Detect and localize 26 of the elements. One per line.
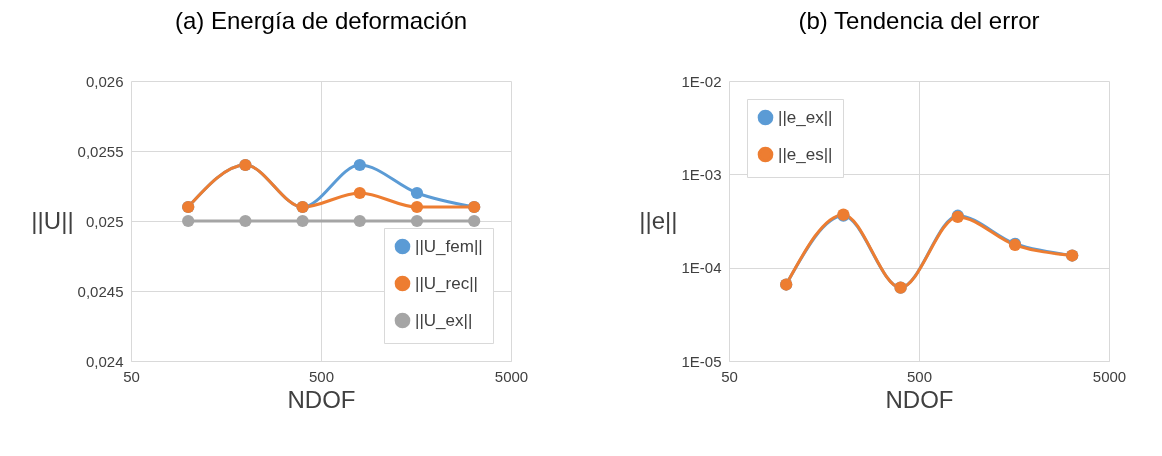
y-tick-label: 0,026 bbox=[85, 72, 124, 90]
x-tick-label: 5000 bbox=[494, 367, 529, 385]
y-tick-label: 0,025 bbox=[85, 212, 124, 230]
x-tick-label: 50 bbox=[721, 367, 738, 385]
chart-title: (a) Energía de deformación bbox=[174, 7, 468, 34]
x-tick-label: 500 bbox=[906, 367, 933, 385]
y-tick-label: 1E-05 bbox=[681, 352, 722, 370]
legend-label: ||U_ex|| bbox=[415, 310, 473, 330]
y-tick-label: 1E-02 bbox=[681, 72, 722, 90]
y-tick-label: 1E-04 bbox=[681, 259, 722, 277]
y-tick-label: 1E-03 bbox=[681, 165, 722, 183]
y-axis-title: ||U|| bbox=[31, 206, 74, 234]
y-axis-title: ||e|| bbox=[639, 206, 678, 234]
chart-title: (b) Tendencia del error bbox=[798, 7, 1040, 34]
y-tick-label: 0,0245 bbox=[77, 282, 124, 300]
legend-label: ||e_es|| bbox=[778, 144, 833, 164]
legend-label: ||e_ex|| bbox=[778, 107, 833, 127]
legend-label: ||U_rec|| bbox=[415, 273, 479, 293]
x-tick-label: 50 bbox=[123, 367, 140, 385]
y-tick-label: 0,024 bbox=[85, 352, 124, 370]
x-axis-title: NDOF bbox=[885, 385, 954, 413]
x-tick-label: 5000 bbox=[1092, 367, 1127, 385]
x-tick-label: 500 bbox=[308, 367, 335, 385]
x-axis-title: NDOF bbox=[287, 385, 356, 413]
legend-label: ||U_fem|| bbox=[415, 236, 483, 256]
y-tick-label: 0,0255 bbox=[77, 142, 124, 160]
